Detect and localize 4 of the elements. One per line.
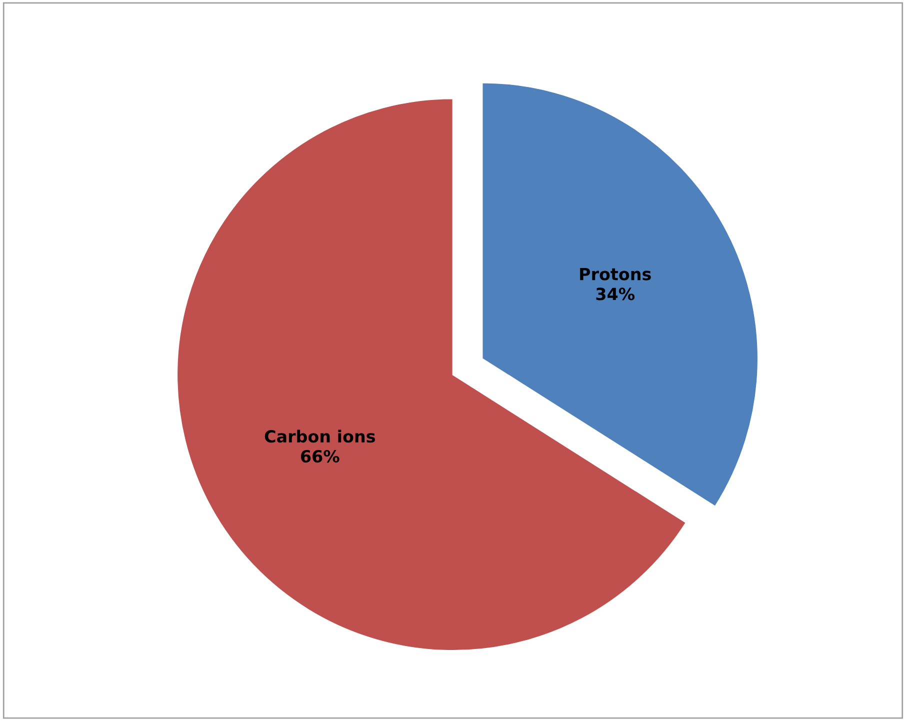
slice-label: Protons — [580, 268, 651, 280]
data-label: 34% — [596, 288, 635, 300]
data-label: 66% — [301, 450, 340, 463]
slice-label: Carbon ions — [264, 430, 375, 443]
